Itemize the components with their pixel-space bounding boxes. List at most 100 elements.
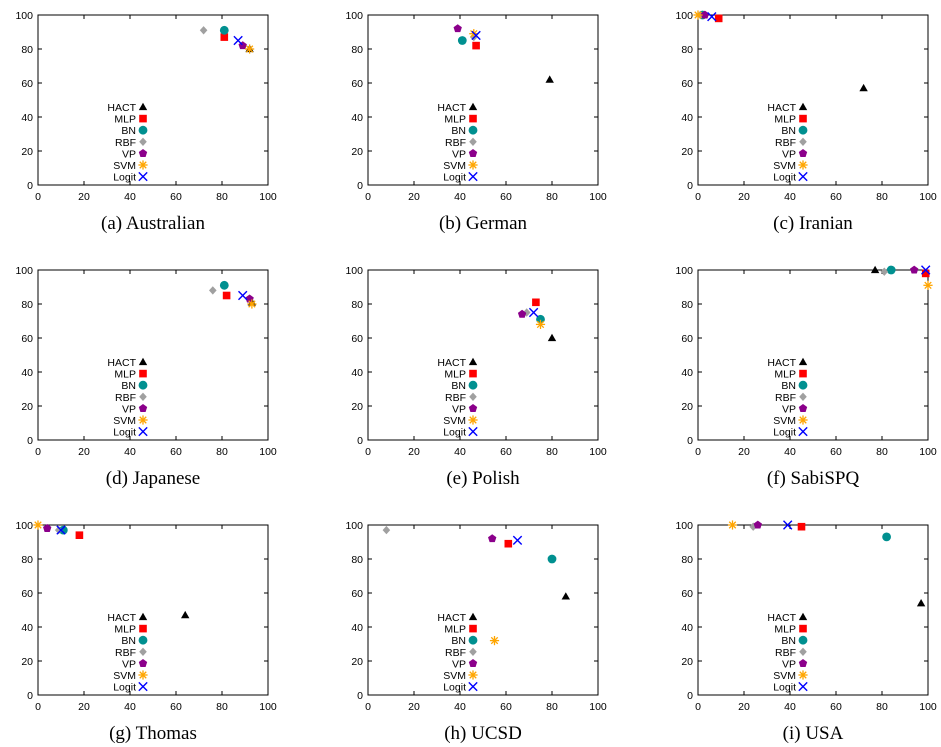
legend-marker-bn <box>798 635 808 645</box>
x-tick-label: 40 <box>124 446 136 458</box>
y-tick-label: 60 <box>21 588 33 600</box>
legend-label-rbf: RBF <box>445 647 466 659</box>
x-tick-label: 100 <box>589 446 607 458</box>
y-tick-label: 20 <box>21 401 33 413</box>
x-tick-label: 40 <box>454 701 466 713</box>
legend-marker-hact <box>138 357 148 366</box>
legend-marker-bn <box>798 380 808 390</box>
y-tick-label: 100 <box>675 520 693 532</box>
y-tick-label: 0 <box>687 435 693 447</box>
point-rbf <box>54 525 63 535</box>
point-hact <box>870 265 880 274</box>
x-tick-label: 20 <box>408 446 420 458</box>
legend-label-vp: VP <box>452 148 466 160</box>
legend-label-hact: HACT <box>107 102 136 114</box>
point-bn <box>882 532 891 542</box>
point-vp <box>43 524 52 532</box>
plot-frame <box>367 14 599 186</box>
legend-marker-bn <box>138 635 148 645</box>
point-hact <box>545 75 554 83</box>
y-tick-label: 80 <box>21 554 33 566</box>
y-tick-label: 20 <box>681 401 693 413</box>
y-tick-label: 20 <box>21 656 33 668</box>
legend-label-svm: SVM <box>443 415 466 427</box>
x-tick-label: 80 <box>876 191 888 203</box>
legend-label-bn: BN <box>121 125 136 137</box>
point-vp <box>517 309 527 318</box>
x-tick-label: 60 <box>170 701 182 713</box>
legend-marker-rbf <box>799 392 807 401</box>
legend-marker-logit <box>798 171 808 182</box>
legend-label-rbf: RBF <box>115 392 136 404</box>
legend-marker-mlp <box>139 369 147 378</box>
legend-label-logit: Logit <box>773 682 796 694</box>
legend-marker-svm <box>468 670 478 680</box>
y-tick-label: 0 <box>357 690 363 702</box>
legend-marker-bn <box>138 125 148 135</box>
plot-frame <box>367 269 599 441</box>
point-svm <box>923 280 933 290</box>
y-tick-label: 0 <box>27 690 33 702</box>
plot-frame <box>697 524 929 696</box>
legend-label-svm: SVM <box>773 415 796 427</box>
legend-marker-logit <box>138 426 148 437</box>
point-svm <box>33 520 43 530</box>
y-tick-label: 60 <box>351 588 363 600</box>
plot-frame <box>697 269 929 441</box>
point-bn <box>547 554 557 564</box>
legend-marker-vp <box>798 149 808 157</box>
legend-label-vp: VP <box>122 658 136 670</box>
subplot-3: 0 20 40 60 80 100 0 20 40 60 80 100 HACTMLPBNRBFVPSV… <box>675 10 936 234</box>
y-tick-label: 20 <box>21 146 33 158</box>
point-logit <box>783 520 793 530</box>
point-logit <box>921 265 931 275</box>
legend-label-bn: BN <box>451 635 466 647</box>
x-tick-label: 20 <box>738 446 750 458</box>
legend-marker-mlp <box>799 369 807 378</box>
legend-label-mlp: MLP <box>114 624 136 636</box>
legend-marker-mlp <box>469 369 477 378</box>
y-tick-label: 0 <box>357 435 363 447</box>
x-tick-label: 20 <box>78 701 90 713</box>
x-tick-label: 0 <box>365 701 371 713</box>
y-tick-label: 20 <box>351 146 363 158</box>
plot-frame <box>37 14 269 186</box>
point-hact <box>916 599 926 607</box>
x-tick-label: 40 <box>454 446 466 458</box>
legend-label-hact: HACT <box>107 612 136 624</box>
legend-label-mlp: MLP <box>774 114 796 126</box>
y-tick-label: 40 <box>351 367 363 379</box>
x-tick-label: 40 <box>454 191 466 203</box>
legend-marker-hact <box>138 102 148 111</box>
plot-frame <box>37 524 269 696</box>
legend-label-bn: BN <box>451 125 466 137</box>
legend-marker-logit <box>138 171 148 182</box>
point-logit <box>56 525 66 535</box>
point-logit <box>512 535 523 545</box>
legend-marker-svm <box>798 415 808 425</box>
legend-label-hact: HACT <box>107 357 136 369</box>
point-vp <box>753 520 762 529</box>
point-hact <box>547 333 557 342</box>
point-svm <box>727 520 738 530</box>
legend-label-vp: VP <box>782 148 796 160</box>
legend-label-mlp: MLP <box>774 624 796 636</box>
point-mlp <box>532 298 540 307</box>
legend-marker-logit <box>798 681 808 692</box>
subplot-caption: (f) SabiSPQ <box>767 468 860 489</box>
y-tick-label: 80 <box>351 554 363 566</box>
legend-label-rbf: RBF <box>775 137 796 149</box>
legend-label-logit: Logit <box>773 427 796 439</box>
x-tick-label: 0 <box>35 701 41 713</box>
point-logit <box>471 30 481 41</box>
legend-marker-rbf <box>469 137 477 146</box>
subplot-6: 0 20 40 60 80 100 0 20 40 60 80 100 HACTMLPBNRBFVPSV… <box>675 265 936 489</box>
y-tick-label: 60 <box>681 588 693 600</box>
subplot-2: 0 20 40 60 80 100 0 20 40 60 80 100 HACTMLPBNRBFVPSV… <box>345 10 606 234</box>
point-mlp <box>797 522 806 531</box>
x-tick-label: 100 <box>259 446 277 458</box>
subplot-caption: (e) Polish <box>446 468 520 489</box>
